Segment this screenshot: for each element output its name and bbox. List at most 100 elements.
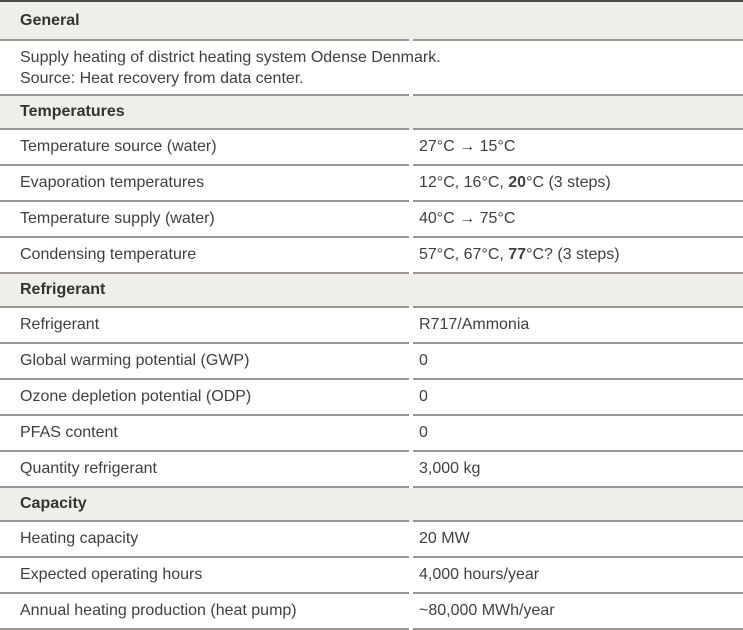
description-line: Supply heating of district heating syste…	[20, 48, 441, 66]
label-cell: Refrigerant	[0, 274, 409, 308]
section-title: Capacity	[20, 495, 87, 512]
label-cell: PFAS content	[0, 416, 409, 452]
value-cell: 0	[413, 380, 743, 416]
value-segment: 0	[419, 388, 428, 405]
value-segment: 0	[419, 352, 428, 369]
row-value: 27°C → 15°C	[419, 138, 515, 156]
label-cell: General	[0, 2, 409, 41]
label-cell: Global warming potential (GWP)	[0, 344, 409, 380]
value-segment: 40°C → 75°C	[419, 210, 516, 227]
row-value: 40°C → 75°C	[419, 210, 515, 228]
row-value: ~80,000 MWh/year	[419, 602, 555, 620]
value-cell: 12°C, 16°C, 20°C (3 steps)	[413, 166, 743, 202]
row-value: 12°C, 16°C, 20°C (3 steps)	[419, 174, 611, 192]
value-cell: 0	[413, 344, 743, 380]
label-cell: Expected operating hours	[0, 558, 409, 594]
section-header-refrigerant: Refrigerant	[0, 274, 743, 308]
row-label: Expected operating hours	[20, 566, 203, 583]
value-segment: 3,000 kg	[419, 460, 481, 477]
row-label: Temperature source (water)	[20, 138, 217, 155]
value-cell	[413, 41, 743, 96]
row-label: Annual heating production (heat pump)	[20, 602, 297, 619]
row-value: 0	[419, 424, 428, 442]
value-cell: 4,000 hours/year	[413, 558, 743, 594]
row-value: 0	[419, 388, 428, 406]
table-row: Annual heating production (heat pump) ~80…	[0, 594, 743, 630]
column-gap	[409, 488, 413, 522]
value-cell: 0	[413, 416, 743, 452]
row-value: 57°C, 67°C, 77°C? (3 steps)	[419, 246, 620, 264]
label-cell: Temperature source (water)	[0, 130, 409, 166]
table-row: Temperature supply (water) 40°C → 75°C	[0, 202, 743, 238]
table-row: Evaporation temperatures 12°C, 16°C, 20°C…	[0, 166, 743, 202]
label-cell: Condensing temperature	[0, 238, 409, 274]
section-title: General	[20, 11, 80, 29]
section-title: Refrigerant	[20, 281, 106, 298]
row-label: Quantity refrigerant	[20, 460, 157, 477]
row-label: PFAS content	[20, 424, 118, 441]
value-segment: 57°C, 67°C,	[419, 246, 509, 263]
table-row: Heating capacity 20 MW	[0, 522, 743, 558]
section-header-general: General	[0, 2, 743, 41]
label-cell: Annual heating production (heat pump)	[0, 594, 409, 630]
value-cell	[413, 274, 743, 308]
description-line: Source: Heat recovery from data center.	[20, 69, 304, 87]
column-gap	[409, 2, 413, 41]
row-label: Evaporation temperatures	[20, 174, 205, 191]
table-row: Global warming potential (GWP) 0	[0, 344, 743, 380]
row-label: Global warming potential (GWP)	[20, 352, 250, 369]
value-segment: 0	[419, 424, 428, 441]
row-value: 20 MW	[419, 530, 470, 548]
value-segment: R717/Ammonia	[419, 316, 530, 333]
value-segment: °C (3 steps)	[526, 174, 611, 191]
value-cell: R717/Ammonia	[413, 308, 743, 344]
table-row: Temperature source (water) 27°C → 15°C	[0, 130, 743, 166]
row-label: Refrigerant	[20, 316, 100, 333]
label-cell: Temperature supply (water)	[0, 202, 409, 238]
table-row: Ozone depletion potential (ODP) 0	[0, 380, 743, 416]
value-cell: 20 MW	[413, 522, 743, 558]
value-segment: °C? (3 steps)	[526, 246, 620, 263]
label-cell: Temperatures	[0, 96, 409, 130]
row-label: Condensing temperature	[20, 246, 197, 263]
label-cell: Capacity	[0, 488, 409, 522]
value-cell	[413, 96, 743, 130]
value-segment: 12°C, 16°C,	[419, 174, 509, 191]
value-cell: 27°C → 15°C	[413, 130, 743, 166]
value-cell: ~80,000 MWh/year	[413, 594, 743, 630]
label-cell: Supply heating of district heating syste…	[0, 41, 441, 96]
label-cell: Evaporation temperatures	[0, 166, 409, 202]
row-value: 4,000 hours/year	[419, 566, 539, 584]
value-segment: 20	[508, 174, 527, 191]
label-cell: Ozone depletion potential (ODP)	[0, 380, 409, 416]
row-value: 3,000 kg	[419, 460, 480, 478]
label-cell: Heating capacity	[0, 522, 409, 558]
row-label: Temperature supply (water)	[20, 210, 215, 227]
row-label: Heating capacity	[20, 530, 139, 547]
table-row: Condensing temperature 57°C, 67°C, 77°C? …	[0, 238, 743, 274]
value-segment: 27°C → 15°C	[419, 138, 516, 155]
section-header-temperatures: Temperatures	[0, 96, 743, 130]
description-row: Supply heating of district heating syste…	[0, 41, 743, 96]
table-row: Quantity refrigerant 3,000 kg	[0, 452, 743, 488]
column-gap	[409, 96, 413, 130]
row-value: 0	[419, 352, 428, 370]
column-gap	[409, 274, 413, 308]
label-cell: Quantity refrigerant	[0, 452, 409, 488]
section-header-capacity: Capacity	[0, 488, 743, 522]
row-label: Ozone depletion potential (ODP)	[20, 388, 252, 405]
table-row: PFAS content 0	[0, 416, 743, 452]
table-row: Expected operating hours 4,000 hours/year	[0, 558, 743, 594]
value-cell: 40°C → 75°C	[413, 202, 743, 238]
section-title: Temperatures	[20, 103, 125, 120]
table-row: Refrigerant R717/Ammonia	[0, 308, 743, 344]
value-cell	[413, 2, 743, 41]
value-segment: 4,000 hours/year	[419, 566, 540, 583]
value-segment: 20 MW	[419, 530, 470, 547]
value-segment: ~80,000 MWh/year	[419, 602, 555, 619]
value-cell	[413, 488, 743, 522]
value-segment: 77	[508, 246, 527, 263]
value-cell: 57°C, 67°C, 77°C? (3 steps)	[413, 238, 743, 274]
